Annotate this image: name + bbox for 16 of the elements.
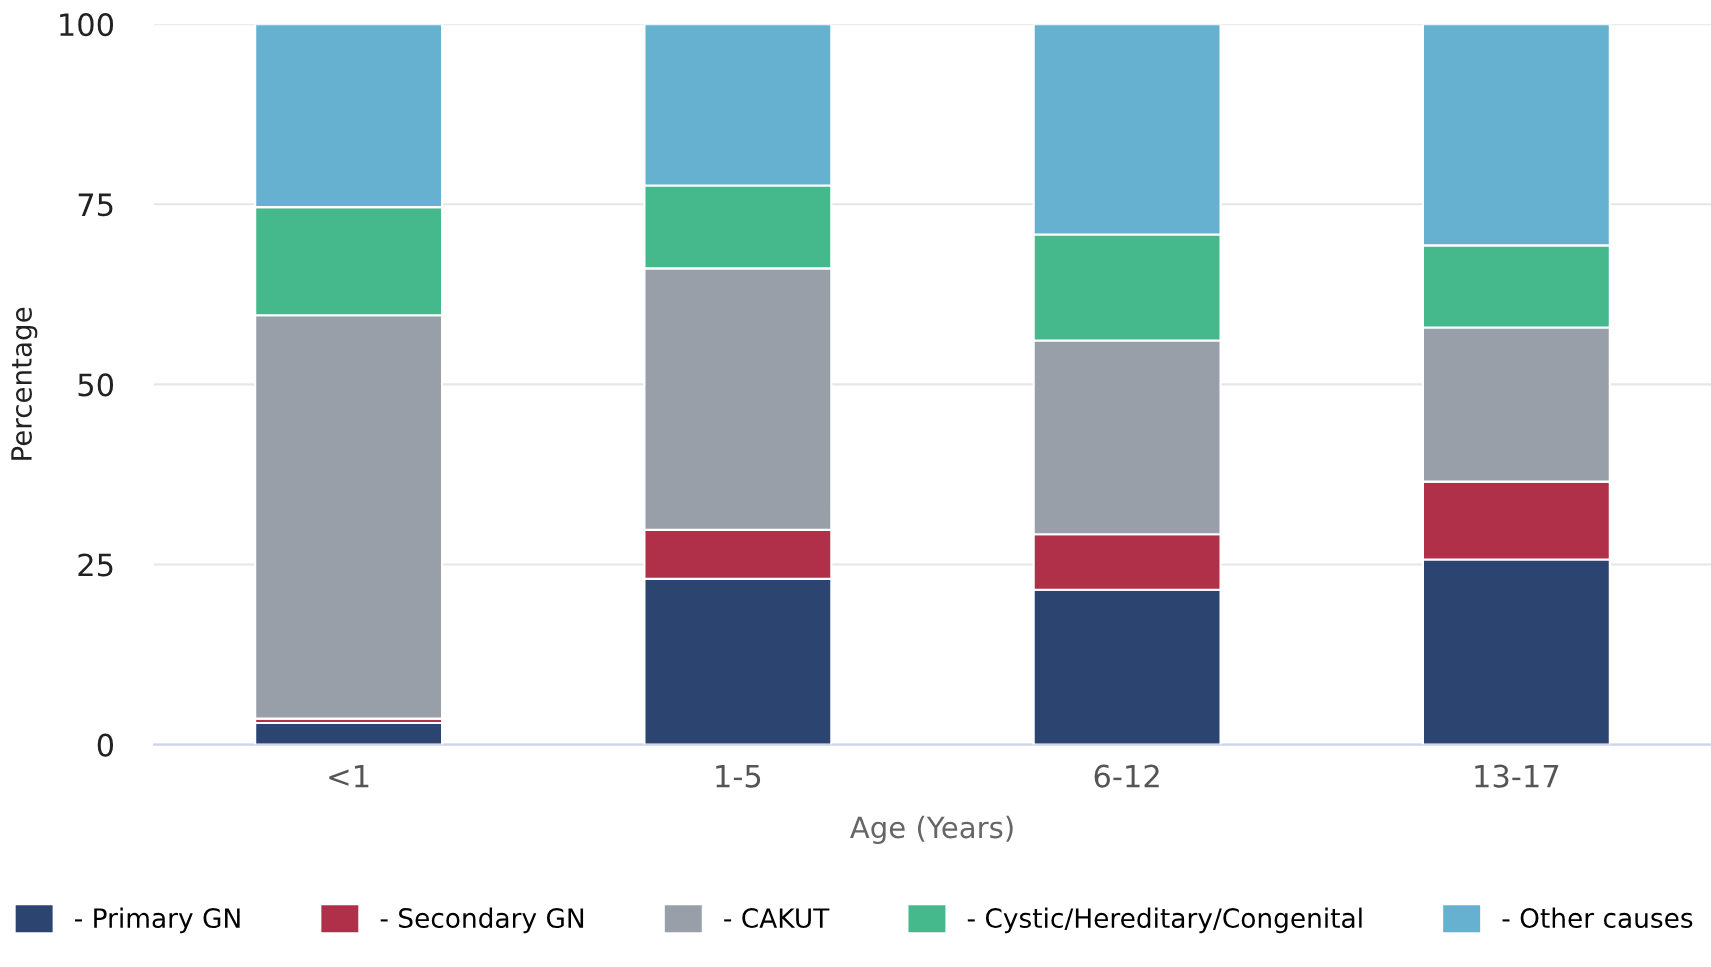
x-tick-label: 6-12 [1094,764,1159,788]
legend-label: - Other causes [1502,907,1693,929]
x-tick-label: 1-5 [716,764,761,788]
legend-label: - Secondary GN [380,907,584,934]
y-tick-label: 25 [78,553,113,577]
y-axis-title: Percentage [11,307,38,460]
y-tick-label: 75 [78,193,113,217]
x-tick-label: <1 [329,764,369,788]
x-tick-label: 13-17 [1475,764,1559,788]
y-tick-label: 50 [78,373,114,397]
x-axis-title: Age (Years) [850,815,1013,845]
legend-label: - Primary GN [75,907,240,934]
y-tick-label: 100 [60,13,114,37]
legend-label: - Cystic/Hereditary/Congenital [967,907,1362,934]
legend-label: - CAKUT [724,908,830,929]
y-tick-label: 0 [97,733,114,757]
